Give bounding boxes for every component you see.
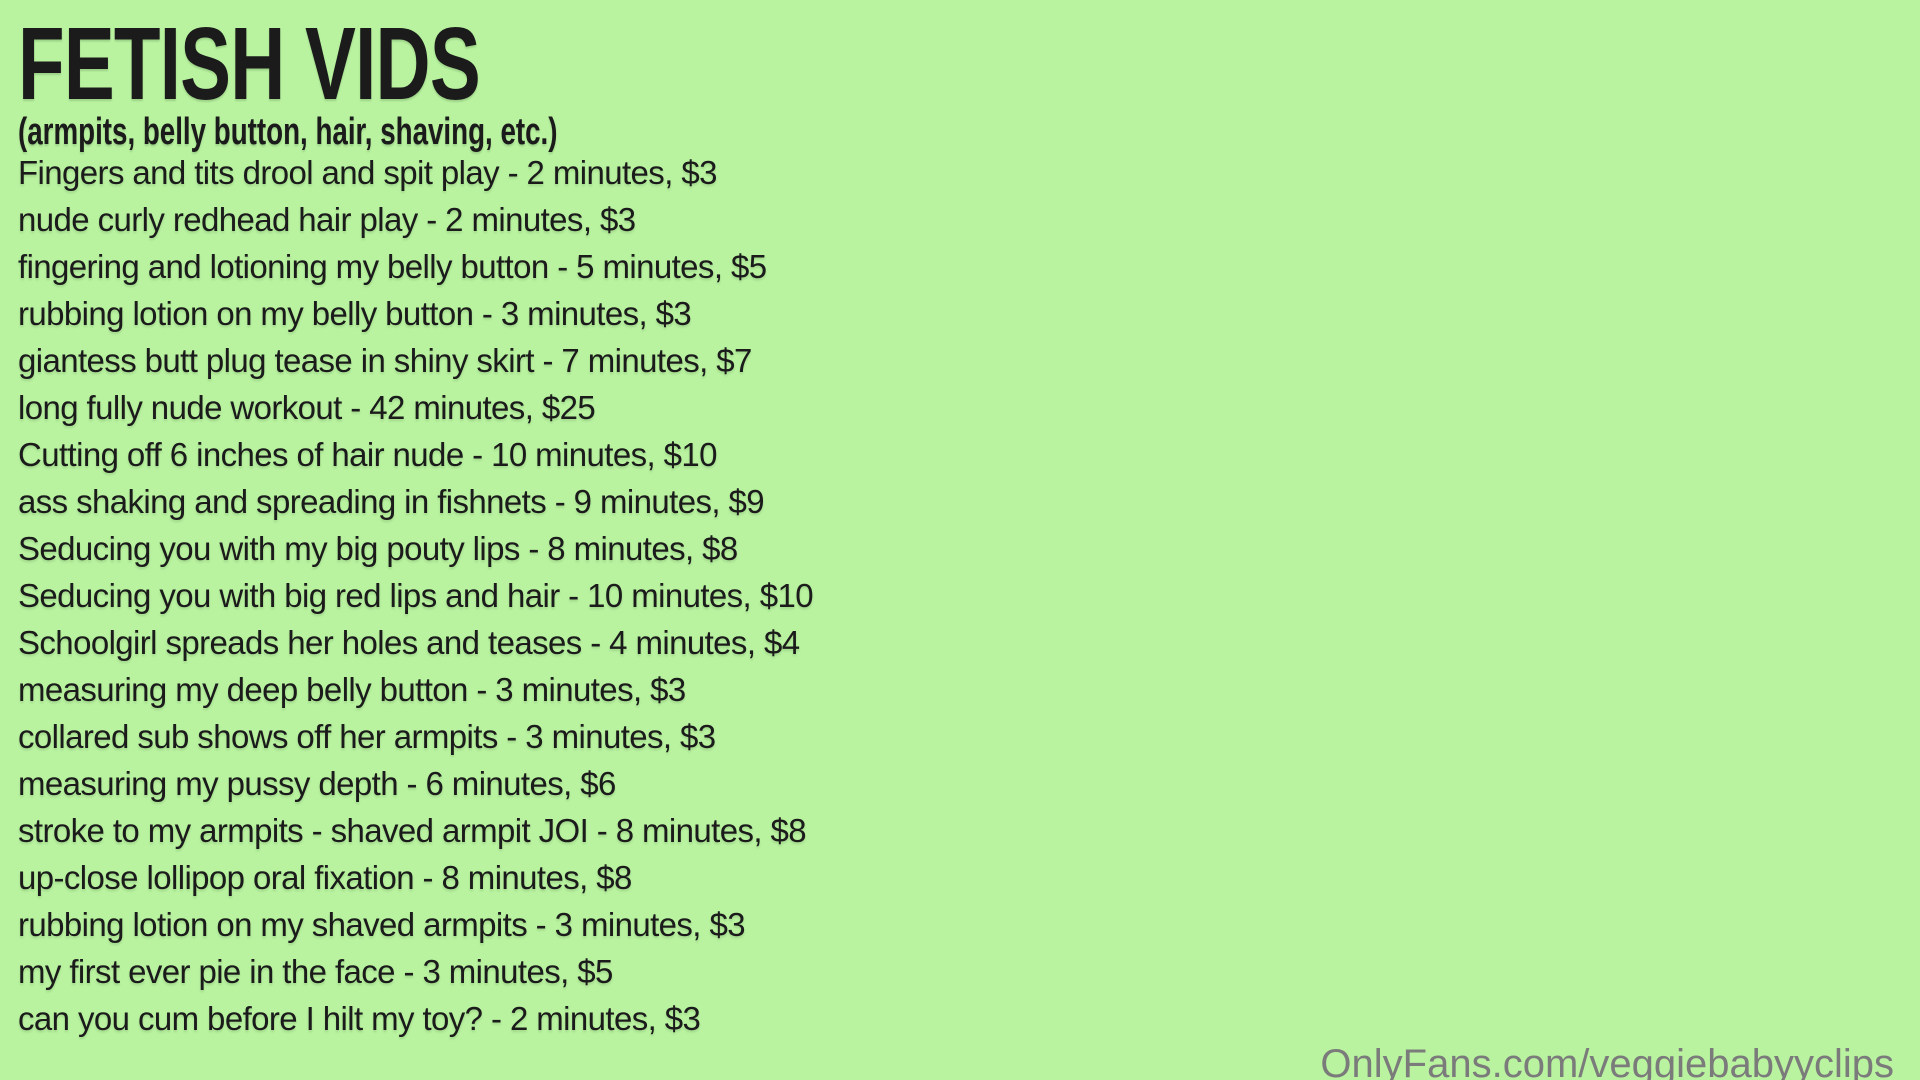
poster-background: FETISH VIDS (armpits, belly button, hair… — [0, 12, 1920, 1080]
video-list-item: my first ever pie in the face - 3 minute… — [18, 953, 613, 990]
video-list-item: ass shaking and spreading in fishnets - … — [18, 483, 765, 520]
video-list-item: Seducing you with big red lips and hair … — [18, 577, 814, 614]
video-list-item: can you cum before I hilt my toy? - 2 mi… — [18, 1000, 701, 1037]
video-list: Fingers and tits drool and spit play - 2… — [18, 149, 1920, 1042]
video-list-item: long fully nude workout - 42 minutes, $2… — [18, 389, 596, 426]
watermark: OnlyFans.com/veggiebabyyclips — [1320, 1042, 1894, 1080]
video-list-item: rubbing lotion on my shaved armpits - 3 … — [18, 906, 746, 943]
video-list-item: Fingers and tits drool and spit play - 2… — [18, 154, 717, 191]
video-list-item: Cutting off 6 inches of hair nude - 10 m… — [18, 436, 718, 473]
video-list-item: stroke to my armpits - shaved armpit JOI… — [18, 812, 807, 849]
video-list-item: nude curly redhead hair play - 2 minutes… — [18, 201, 636, 238]
video-list-item: fingering and lotioning my belly button … — [18, 248, 767, 285]
page-title: FETISH VIDS — [18, 6, 481, 121]
video-list-item: Schoolgirl spreads her holes and teases … — [18, 624, 800, 661]
page-subtitle: (armpits, belly button, hair, shaving, e… — [18, 111, 558, 153]
video-list-item: rubbing lotion on my belly button - 3 mi… — [18, 295, 692, 332]
video-list-item: up-close lollipop oral fixation - 8 minu… — [18, 859, 632, 896]
video-list-item: collared sub shows off her armpits - 3 m… — [18, 718, 716, 755]
video-list-item: Seducing you with my big pouty lips - 8 … — [18, 530, 738, 567]
video-list-item: measuring my pussy depth - 6 minutes, $6 — [18, 765, 616, 802]
video-list-item: measuring my deep belly button - 3 minut… — [18, 671, 686, 708]
video-list-item: giantess butt plug tease in shiny skirt … — [18, 342, 752, 379]
